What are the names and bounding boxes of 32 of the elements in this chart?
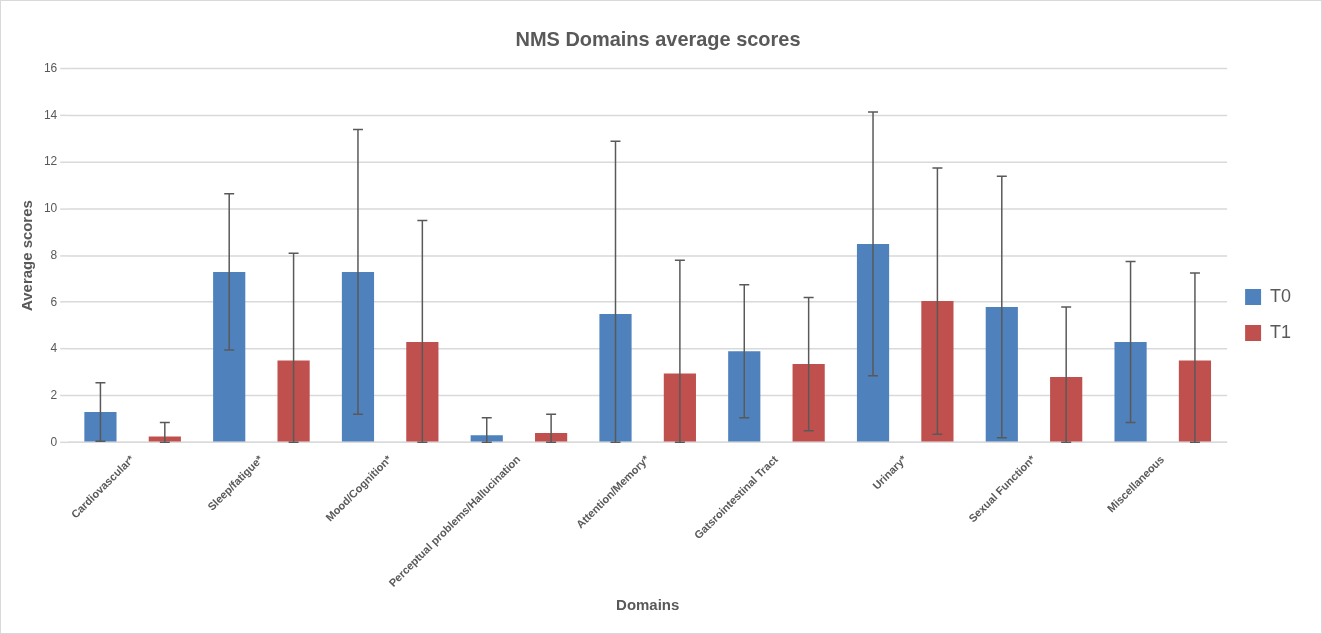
y-tick-label: 16 [43,61,58,76]
bar [341,271,375,442]
y-tick-label: 10 [43,201,58,216]
chart-title: NMS Domains average scores [515,28,801,51]
bar [728,351,761,442]
bar [84,411,117,442]
bar [148,436,181,442]
bar [599,313,632,442]
y-tick-label: 8 [50,247,58,262]
y-tick-label: 12 [43,154,58,169]
bar [663,373,696,442]
bar [1114,341,1147,442]
x-axis-title: Domains [616,596,680,614]
bar [213,271,246,442]
bar [1050,376,1083,442]
y-axis-title: Average scores [18,200,36,311]
bar [856,243,890,442]
y-tick-label: 14 [43,107,58,122]
y-tick-label: 4 [50,341,58,356]
bar [535,432,568,442]
bar [1178,360,1212,442]
bar [985,306,1018,442]
bar [921,301,954,442]
legend-label: T1 [1270,321,1292,342]
bar [277,360,310,442]
legend-label: T0 [1270,286,1292,307]
y-tick-label: 6 [50,294,58,309]
y-tick-label: 0 [50,434,58,449]
bar [470,435,503,442]
y-tick-label: 2 [50,387,58,402]
bar [792,364,825,442]
bar [406,341,439,442]
